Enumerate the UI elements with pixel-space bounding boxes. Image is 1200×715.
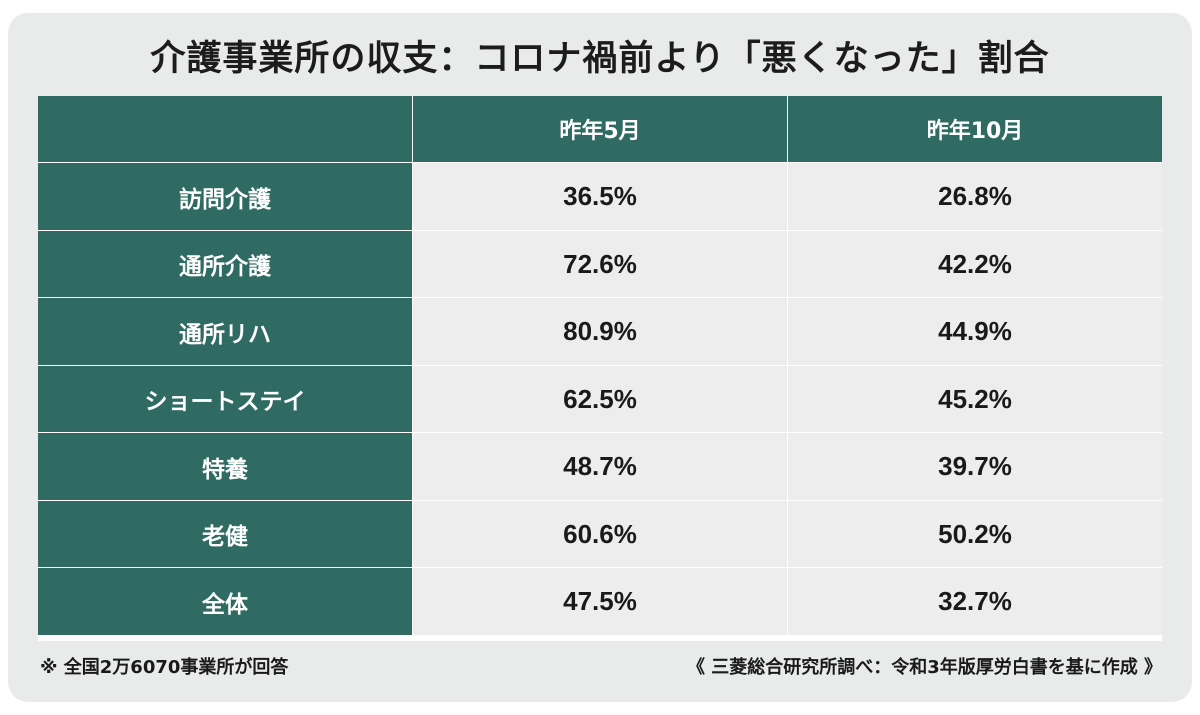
value-cell: 36.5% [413,163,787,230]
row-label: 通所リハ [38,298,412,365]
value-cell: 60.6% [413,501,787,567]
value-cell: 62.5% [413,366,787,432]
footnote-left: ※ 全国2万6070事業所が回答 [40,657,289,678]
value-cell: 42.2% [788,231,1162,297]
column-header: 昨年10月 [788,96,1162,162]
value-cell: 80.9% [413,298,787,365]
data-table: 昨年5月 昨年10月訪問介護 36.5% 26.8% 通所介護 72.6% 42.2% 通所リ… [38,96,1162,641]
row-label: 通所介護 [38,231,412,297]
value-cell: 26.8% [788,163,1162,230]
value-cell: 44.9% [788,298,1162,365]
value-cell: 45.2% [788,366,1162,432]
row-label: 全体 [38,568,412,635]
value-cell: 47.5% [413,568,787,635]
header-corner [38,96,412,162]
column-header: 昨年5月 [413,96,787,162]
row-label: ショートステイ [38,366,412,432]
table-title: 介護事業所の収支：コロナ禍前より「悪くなった」割合 [150,39,1050,79]
value-cell: 32.7% [788,568,1162,635]
row-label: 老健 [38,501,412,567]
value-cell: 48.7% [413,433,787,500]
row-label: 訪問介護 [38,163,412,230]
row-label: 特養 [38,433,412,500]
value-cell: 39.7% [788,433,1162,500]
value-cell: 50.2% [788,501,1162,567]
value-cell: 72.6% [413,231,787,297]
footnote-right: 《 三菱総合研究所調べ：令和3年版厚労白書を基に作成 》 [686,657,1162,678]
